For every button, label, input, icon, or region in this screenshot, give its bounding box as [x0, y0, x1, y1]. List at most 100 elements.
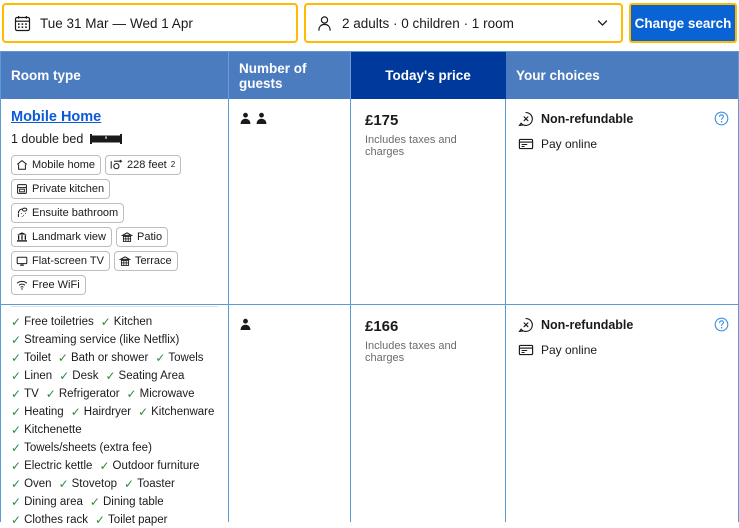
badge-private-kitchen: Private kitchen [11, 179, 111, 199]
amenity-item: ✓ Oven [11, 476, 52, 492]
table-header-row: Room type Number of guests Today's price… [1, 52, 739, 99]
amenity-label: Outdoor furniture [112, 460, 200, 472]
check-icon: ✓ [11, 315, 22, 329]
amenity-label: Free toiletries [24, 316, 94, 328]
column-header-your-choices: Your choices [506, 52, 739, 99]
amenities-list: ✓ Free toiletries ✓ Kitchen ✓ Streaming ser… [11, 314, 218, 528]
occupancy-summary: 2 adults · 0 children · 1 room [342, 15, 514, 31]
guest-icons [239, 318, 340, 331]
date-separator: — [112, 15, 127, 31]
terrace-icon [118, 255, 131, 267]
amenity-item: ✓ Hairdryer [71, 404, 131, 420]
help-circle-icon[interactable] [714, 317, 729, 332]
amenity-item: ✓ Toilet [11, 350, 51, 366]
amenity-item: ✓ Refrigerator [46, 386, 120, 402]
amenity-item: ✓ Seating Area [105, 368, 184, 384]
check-icon: ✓ [11, 423, 22, 437]
guests-cell [229, 305, 351, 522]
amenity-label: Kitchenette [24, 424, 82, 436]
room-type-cell: Mobile Home 1 double bed [1, 99, 229, 526]
amenity-label: Linen [24, 370, 53, 382]
cancellation-policy: Non-refundable [518, 111, 728, 127]
kitchen-icon [16, 183, 28, 195]
badge-label: Free WiFi [32, 279, 80, 291]
check-icon: ✓ [126, 387, 137, 401]
no-refund-icon [518, 111, 534, 127]
check-icon: ✓ [11, 405, 22, 419]
badge-ensuite-bathroom: Ensuite bathroom [11, 203, 125, 223]
amenity-label: Electric kettle [24, 460, 93, 472]
patio-icon [120, 231, 133, 243]
amenity-label: Toilet [24, 352, 51, 364]
amenity-item: ✓ Clothes rack [11, 512, 88, 528]
check-icon: ✓ [11, 369, 22, 383]
price-amount: £175 [365, 112, 399, 129]
badge-label: Ensuite bathroom [32, 207, 119, 219]
payment-option: Pay online [518, 136, 728, 152]
change-search-button[interactable]: Change search [629, 3, 737, 43]
occupancy-field[interactable]: 2 adults · 0 children · 1 room [304, 3, 623, 43]
badge-free-wifi: Free WiFi [11, 275, 86, 295]
price-note: Includes taxes and charges [365, 134, 457, 158]
amenity-label: Clothes rack [24, 514, 88, 526]
amenity-item: ✓ Outdoor furniture [99, 458, 199, 474]
check-icon: ✓ [11, 387, 22, 401]
amenity-label: Toaster [137, 478, 175, 490]
help-circle-icon[interactable] [714, 111, 729, 126]
amenity-label: Heating [24, 406, 64, 418]
cancellation-policy-label: Non-refundable [541, 112, 634, 126]
amenity-label: Microwave [139, 388, 195, 400]
check-icon: ✓ [155, 351, 166, 365]
amenity-item: ✓ TV [11, 386, 39, 402]
table-row: Mobile Home 1 double bed [1, 99, 739, 526]
date-range-field[interactable]: Tue 31 Mar — Wed 1 Apr [2, 3, 298, 43]
payment-option-label: Pay online [541, 137, 598, 151]
check-icon: ✓ [100, 315, 111, 329]
no-refund-icon [518, 317, 534, 333]
badge-label: Patio [136, 231, 163, 243]
amenity-label: Dining table [102, 496, 164, 508]
check-icon: ✓ [58, 477, 69, 491]
checkout-date: Wed 1 Apr [130, 15, 193, 31]
amenity-label: Oven [24, 478, 52, 490]
check-icon: ✓ [11, 495, 22, 509]
check-icon: ✓ [124, 477, 135, 491]
amenity-item: ✓ Linen [11, 368, 52, 384]
bed-configuration-label: 1 double bed [11, 132, 84, 146]
badge-label: Terrace [134, 255, 172, 267]
amenity-item: ✓ Streaming service (like Netflix) [11, 332, 179, 348]
badge-superscript: 2 [170, 160, 176, 169]
amenity-label: Streaming service (like Netflix) [24, 334, 180, 346]
card-icon [518, 136, 534, 152]
price-cell: £166 Includes taxes and charges [351, 305, 506, 522]
amenity-label: Stovetop [71, 478, 118, 490]
amenity-label: Toilet paper [108, 514, 168, 526]
landmark-icon [16, 231, 28, 243]
person-filled-icon [239, 318, 252, 331]
amenity-item: ✓ Free toiletries [11, 314, 94, 330]
amenity-item: ✓ Kitchenette [11, 422, 82, 438]
amenity-item: ✓ Dining area [11, 494, 83, 510]
badge-label: 228 feet [126, 159, 167, 171]
amenity-label: Hairdryer [83, 406, 132, 418]
amenity-item: ✓ Stovetop [59, 476, 117, 492]
search-bar: Tue 31 Mar — Wed 1 Apr 2 adults · 0 chil… [2, 3, 737, 43]
check-icon: ✓ [89, 495, 100, 509]
amenity-label: Bath or shower [70, 352, 149, 364]
choices-cell: Non-refundable Pay online [506, 99, 739, 305]
person-filled-icon [239, 112, 252, 125]
room-type-cell-continued [1, 305, 229, 522]
room-options-table: Room type Number of guests Today's price… [0, 51, 739, 526]
person-filled-icon [255, 112, 268, 125]
tv-icon [16, 255, 28, 267]
room-title-link[interactable]: Mobile Home [11, 109, 102, 125]
chevron-down-icon[interactable] [596, 17, 609, 30]
badge-label: Mobile home [32, 159, 95, 171]
cancellation-policy: Non-refundable [518, 317, 728, 333]
badge-label: Landmark view [32, 231, 106, 243]
amenity-item: ✓ Kitchenware [138, 404, 214, 420]
check-icon: ✓ [138, 405, 149, 419]
column-header-room-type: Room type [1, 52, 229, 99]
check-icon: ✓ [70, 405, 81, 419]
price-note: Includes taxes and charges [365, 340, 457, 364]
